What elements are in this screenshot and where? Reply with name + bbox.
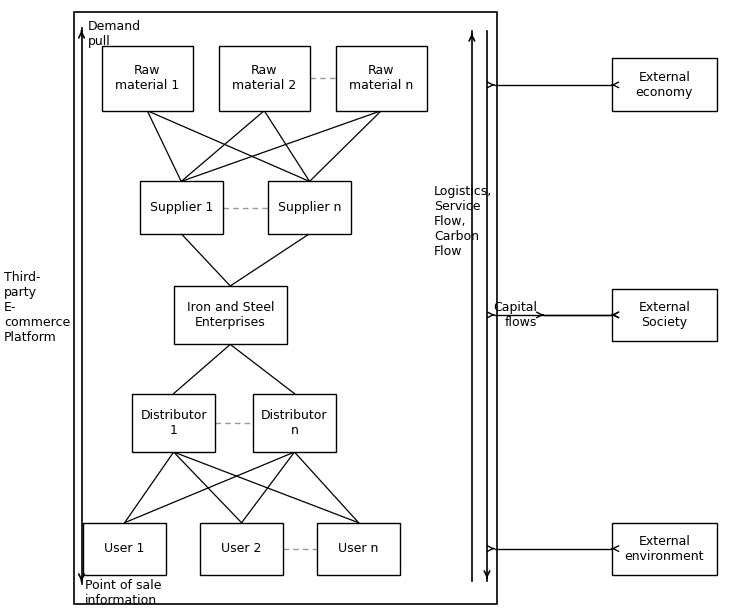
Text: External
economy: External economy: [636, 71, 693, 98]
Bar: [336, 46, 427, 111]
Text: Logistics,
Service
Flow,
Carbon
Flow: Logistics, Service Flow, Carbon Flow: [434, 185, 492, 258]
Bar: [612, 289, 717, 341]
Bar: [253, 394, 336, 452]
Text: User 2: User 2: [221, 542, 262, 555]
Text: External
Society: External Society: [639, 301, 690, 329]
Text: Raw
material 1: Raw material 1: [115, 65, 180, 92]
Bar: [174, 286, 287, 344]
Text: Supplier n: Supplier n: [278, 201, 341, 214]
Bar: [219, 46, 310, 111]
Bar: [132, 394, 215, 452]
Text: Distributor
1: Distributor 1: [140, 409, 207, 437]
Bar: [83, 523, 166, 575]
Text: Point of sale
information: Point of sale information: [85, 579, 162, 608]
Bar: [612, 58, 717, 111]
Text: Third-
party
E-
commerce
Platform: Third- party E- commerce Platform: [4, 271, 70, 344]
Bar: [74, 12, 497, 604]
Text: User 1: User 1: [104, 542, 145, 555]
Bar: [140, 181, 223, 234]
Text: Iron and Steel
Enterprises: Iron and Steel Enterprises: [186, 301, 274, 329]
Text: External
environment: External environment: [624, 535, 704, 563]
Text: Capital
flows: Capital flows: [494, 301, 538, 329]
Text: Raw
material n: Raw material n: [349, 65, 414, 92]
Text: User n: User n: [338, 542, 379, 555]
Text: Distributor
n: Distributor n: [261, 409, 328, 437]
Bar: [268, 181, 351, 234]
Bar: [317, 523, 400, 575]
Bar: [200, 523, 283, 575]
Text: Supplier 1: Supplier 1: [149, 201, 213, 214]
Text: Raw
material 2: Raw material 2: [232, 65, 297, 92]
Bar: [102, 46, 193, 111]
Text: Demand
pull: Demand pull: [88, 20, 140, 48]
Bar: [612, 523, 717, 575]
